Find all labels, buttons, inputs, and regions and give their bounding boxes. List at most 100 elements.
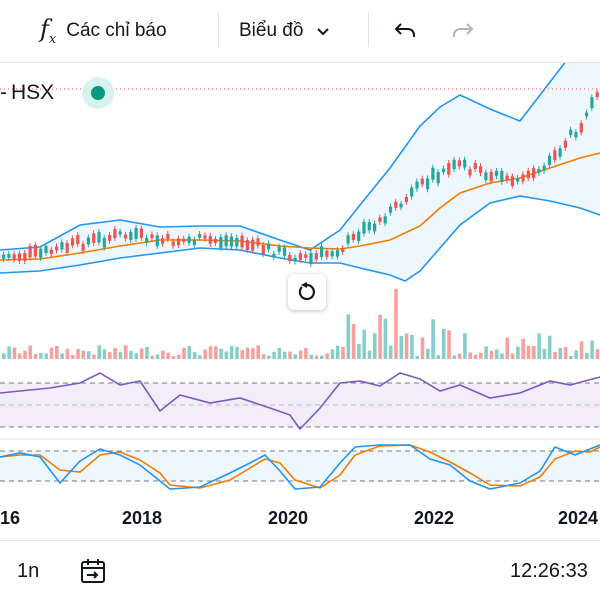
volume-bar (510, 353, 515, 359)
volume-bar (553, 352, 557, 359)
volume-bar (585, 352, 589, 359)
candle-body (240, 235, 244, 248)
candle-body (267, 243, 271, 250)
candle-body (595, 92, 599, 97)
go-to-date-button[interactable] (78, 541, 108, 601)
volume-bar (150, 355, 154, 359)
volume-bar (192, 352, 197, 359)
volume-bar (229, 346, 234, 359)
volume-bar (55, 345, 59, 359)
candle-body (362, 221, 366, 234)
candle-body (553, 150, 557, 161)
volume-bar (526, 345, 531, 359)
candle-body (251, 239, 255, 251)
candle-body (39, 248, 43, 258)
candle-body (118, 231, 122, 235)
volume-bar (500, 353, 504, 359)
candle-body (198, 233, 202, 238)
volume-bar (441, 328, 446, 359)
candle-body (108, 234, 112, 241)
clock-button[interactable]: 12:26:33 (510, 541, 588, 601)
candle-body (192, 239, 196, 246)
moving-average-line (0, 152, 600, 261)
volume-bar (288, 351, 292, 359)
volume-bar (108, 352, 112, 359)
candle-body (102, 237, 106, 248)
volume-bar (357, 344, 361, 359)
volume-bar (39, 352, 43, 359)
volume-bar (590, 340, 594, 359)
volume-bar (436, 355, 441, 359)
volume-bar (494, 349, 499, 359)
candle-body (579, 123, 583, 133)
volume-bar (113, 348, 117, 359)
volume-bar (410, 334, 414, 359)
candle-body (145, 237, 149, 243)
market-status-indicator[interactable] (82, 77, 114, 109)
volume-bar (81, 350, 86, 359)
x-axis-label: 2024 (558, 508, 599, 528)
x-axis-label: 2018 (122, 508, 163, 528)
reset-chart-button[interactable] (288, 274, 326, 310)
undo-button[interactable] (392, 0, 418, 62)
volume-bar (28, 345, 33, 359)
volume-bar (145, 347, 149, 359)
candle-body (229, 236, 234, 247)
symbol-legend[interactable]: - HSX (0, 78, 54, 108)
indicators-button[interactable]: fx Các chỉ báo (40, 0, 167, 62)
candle-body (214, 238, 218, 244)
volume-bar (521, 339, 525, 359)
chart-type-button[interactable]: Biểu đồ (239, 0, 331, 62)
candle-body (505, 175, 509, 181)
candle-body (134, 227, 138, 239)
candle-body (489, 171, 493, 182)
volume-bar (595, 349, 600, 359)
candle-body (526, 170, 530, 179)
bollinger-band-fill (0, 63, 600, 281)
candle-body (574, 132, 578, 138)
volume-bar (219, 348, 223, 359)
candle-body (325, 250, 329, 257)
candle-body (49, 249, 53, 254)
candle-body (60, 242, 64, 250)
candle-body (7, 254, 11, 258)
price-chart[interactable] (0, 63, 600, 540)
candle-body (261, 245, 265, 255)
candle-body (150, 234, 154, 239)
volume-bar (102, 349, 107, 359)
volume-bar (161, 350, 165, 359)
indicators-label: Các chỉ báo (66, 20, 167, 41)
chevron-down-icon (317, 28, 330, 36)
volume-bar (484, 346, 488, 359)
volume-bar (293, 354, 298, 359)
chart-type-label: Biểu đồ (239, 20, 304, 41)
volume-bar (457, 353, 462, 359)
volume-bar (171, 355, 176, 359)
candle-body (155, 235, 159, 247)
candle-body (532, 168, 536, 179)
candle-body (426, 178, 430, 190)
volume-bar (346, 314, 351, 359)
candle-body (97, 231, 101, 243)
volume-bar (563, 347, 568, 359)
volume-bar (330, 349, 335, 359)
volume-bar (314, 355, 319, 359)
volume-bar (240, 350, 245, 359)
volume-bar (70, 355, 75, 359)
interval-button[interactable]: 1n (17, 541, 39, 601)
volume-bar (320, 355, 324, 359)
candle-body (500, 170, 504, 182)
candle-body (203, 235, 207, 239)
candle-body (235, 237, 239, 247)
volume-bar (267, 355, 271, 359)
volume-bar (547, 335, 552, 359)
stoch-d-line (0, 444, 600, 489)
volume-bar (468, 352, 472, 359)
candle-body (521, 174, 525, 182)
redo-button[interactable] (450, 0, 476, 62)
chart-area[interactable] (0, 63, 600, 540)
candle-body (510, 176, 514, 186)
volume-bar (166, 352, 170, 359)
volume-bar (23, 350, 27, 359)
candle-body (542, 165, 546, 171)
